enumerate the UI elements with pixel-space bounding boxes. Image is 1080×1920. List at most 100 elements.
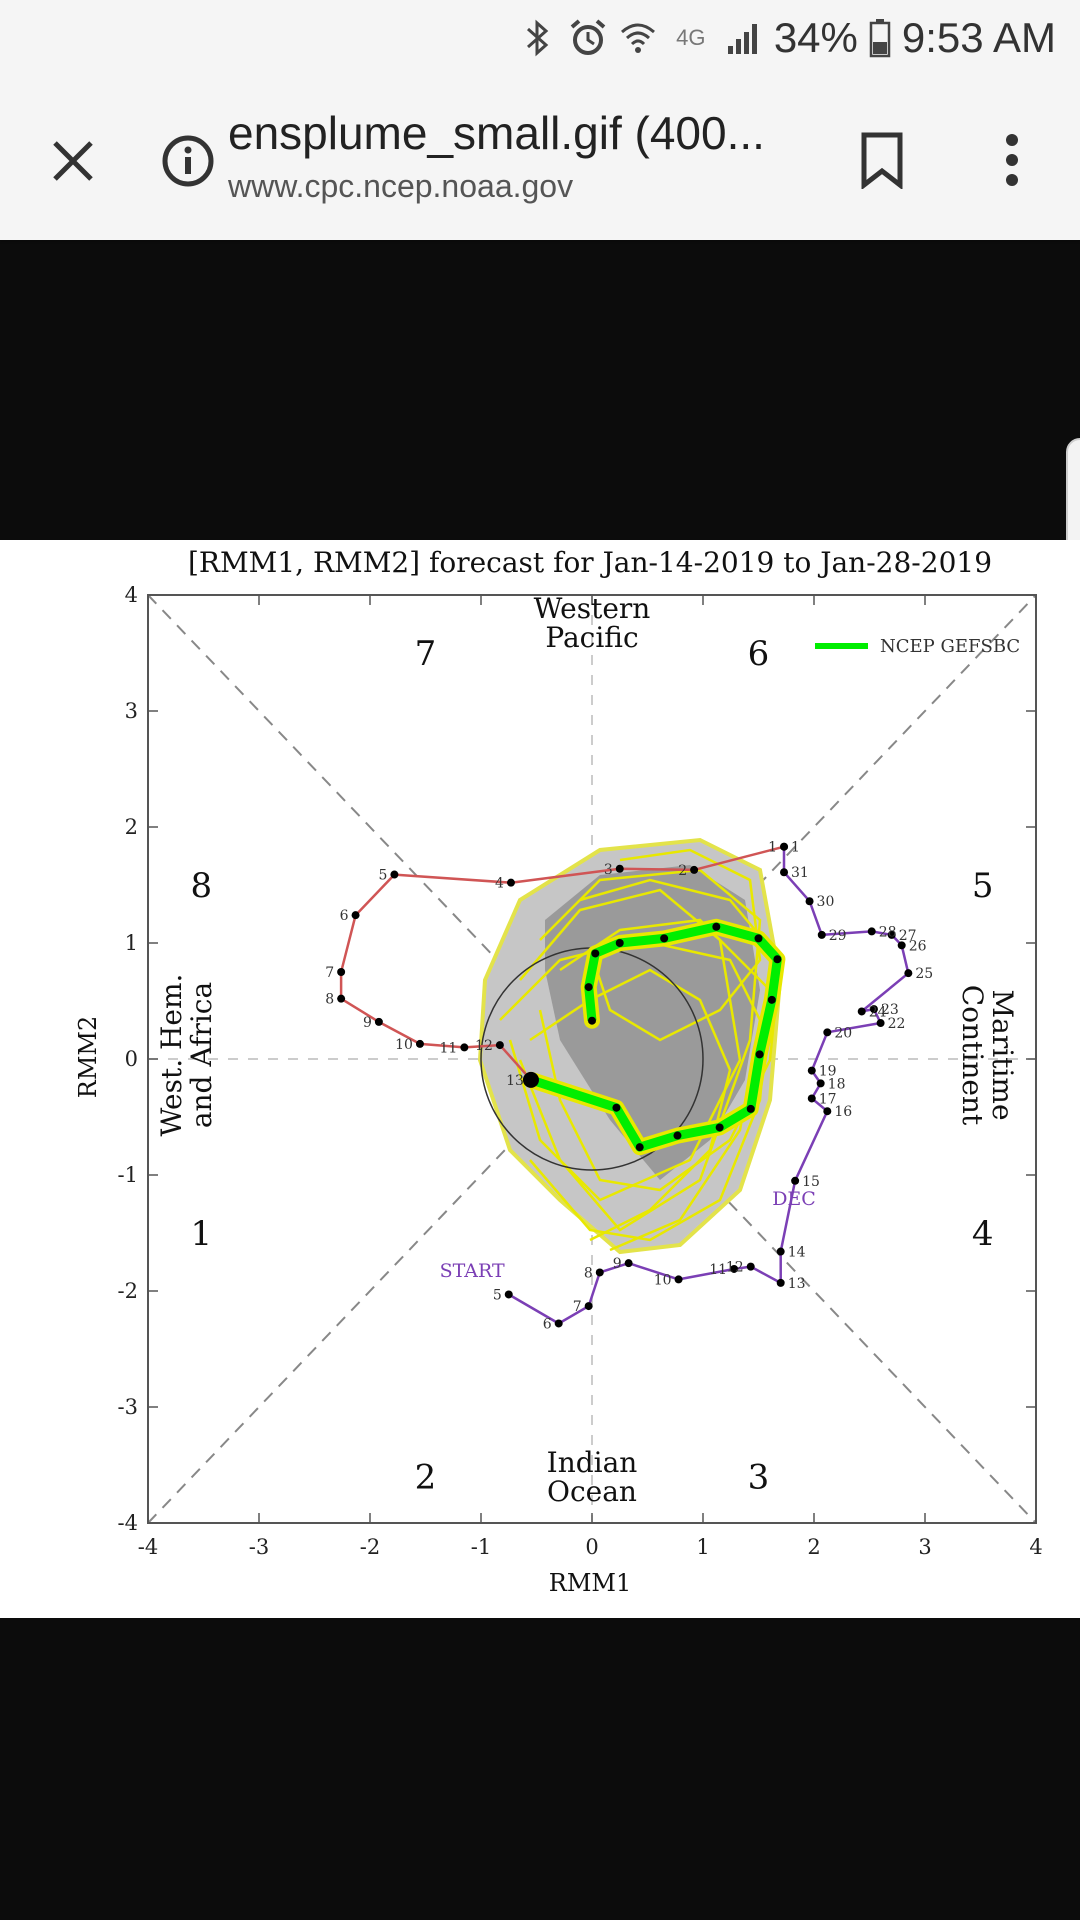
4g-icon: 4G	[676, 25, 706, 50]
more-options-button[interactable]	[990, 124, 1034, 196]
phase-label-3: 3	[748, 1458, 770, 1498]
y-tick-label: 0	[125, 1047, 138, 1071]
phase-label-4: 4	[972, 1214, 994, 1254]
data-point	[591, 949, 600, 958]
close-button[interactable]	[38, 126, 108, 196]
data-point	[588, 1016, 596, 1025]
x-tick-label: -3	[249, 1535, 269, 1559]
data-point	[767, 995, 776, 1004]
data-point	[791, 1176, 800, 1185]
data-point	[495, 1041, 504, 1050]
point-label: 6	[543, 1316, 552, 1332]
region-left-line2: and Africa	[185, 982, 218, 1128]
data-point	[615, 864, 624, 873]
data-point	[754, 934, 763, 943]
region-right-line1: Maritime	[986, 989, 1019, 1120]
point-label: 5	[493, 1287, 502, 1303]
y-tick-label: -2	[118, 1279, 138, 1303]
legend-label: NCEP GEFSBC	[880, 636, 1020, 657]
data-point	[595, 1268, 604, 1277]
x-axis-label: RMM1	[549, 1569, 632, 1597]
title-block: ensplume_small.gif (400... www.cpc.ncep.…	[228, 106, 808, 205]
data-point	[612, 1103, 621, 1112]
plume-member-4	[499, 938, 762, 1252]
data-point	[755, 1050, 764, 1059]
bookmark-button[interactable]	[852, 124, 912, 196]
bluetooth-icon	[518, 16, 558, 60]
phase-label-1: 1	[190, 1214, 212, 1254]
legend: NCEP GEFSBC	[815, 636, 1020, 657]
data-point	[674, 1275, 683, 1284]
annotation-start: START	[440, 1260, 505, 1282]
y-tick-label: 1	[125, 931, 138, 955]
point-label: 4	[495, 876, 504, 892]
site-info-button[interactable]	[160, 133, 216, 189]
plume-member-1	[518, 868, 762, 1232]
clock-time: 9:53 AM	[901, 14, 1056, 61]
series-line	[529, 922, 782, 1152]
data-point	[823, 1107, 832, 1116]
data-point	[460, 1043, 469, 1052]
chart-image: [RMM1, RMM2] forecast for Jan-14-2019 to…	[0, 540, 1080, 1618]
data-point	[584, 1302, 593, 1311]
data-point	[746, 1104, 755, 1113]
data-point	[715, 1123, 724, 1132]
data-point	[746, 1262, 755, 1271]
data-point	[390, 870, 399, 879]
info-icon	[162, 135, 214, 187]
region-top: Western Pacific	[534, 592, 651, 654]
point-label: 24	[869, 1004, 887, 1020]
data-point	[817, 930, 826, 939]
point-label: 29	[829, 928, 847, 944]
point-label: 17	[819, 1091, 837, 1107]
y-tick-label: 4	[125, 583, 138, 607]
point-label: 11	[440, 1040, 458, 1056]
alarm-icon	[568, 16, 608, 60]
wifi-icon	[618, 16, 658, 60]
point-label: 23	[881, 1002, 899, 1018]
x-tick-label: 2	[807, 1535, 820, 1559]
plume-member-6	[588, 848, 762, 1042]
data-point	[712, 922, 721, 931]
point-label: 26	[909, 938, 927, 954]
point-label: 31	[791, 865, 809, 881]
data-point	[374, 1017, 383, 1026]
status-bar: 4G 34% 9:53 AM	[0, 0, 1080, 76]
point-label: 1	[768, 840, 777, 856]
x-tick-label: 1	[696, 1535, 709, 1559]
point-label: 8	[584, 1265, 593, 1281]
point-label: 16	[834, 1104, 852, 1120]
point-label: 2	[678, 863, 687, 879]
series-1: 5678910111213141516171819202223242526272…	[493, 840, 933, 1333]
phase-label-2: 2	[415, 1458, 437, 1498]
x-tick-label: -1	[471, 1535, 491, 1559]
data-point	[730, 1264, 739, 1273]
page-url: www.cpc.ncep.noaa.gov	[228, 168, 574, 204]
region-right: Maritime Continent	[956, 985, 1019, 1126]
data-point	[867, 927, 876, 936]
data-point	[624, 1259, 633, 1268]
data-point	[584, 983, 593, 992]
rmm-phase-chart: [RMM1, RMM2] forecast for Jan-14-2019 to…	[74, 546, 1043, 1597]
data-point	[823, 1028, 832, 1037]
diagonal-line-1	[147, 594, 1037, 1524]
point-label: 22	[888, 1016, 906, 1032]
battery-icon	[868, 16, 892, 60]
data-point	[876, 1019, 885, 1028]
region-right-line2: Continent	[956, 985, 989, 1126]
point-label: 11	[709, 1262, 727, 1278]
series-3	[523, 918, 786, 1156]
x-tick-label: 3	[918, 1535, 931, 1559]
ensemble-plume	[477, 837, 783, 1255]
region-top-line2: Pacific	[545, 621, 638, 654]
data-point	[807, 1066, 816, 1075]
point-label: 18	[828, 1076, 846, 1092]
browser-toolbar: ensplume_small.gif (400... www.cpc.ncep.…	[0, 76, 1080, 240]
data-point	[673, 1131, 682, 1140]
point-label: 13	[788, 1276, 806, 1292]
bookmark-icon	[861, 132, 903, 189]
data-point	[635, 1143, 644, 1152]
data-point	[660, 934, 669, 943]
region-top-line1: Western	[534, 592, 651, 625]
